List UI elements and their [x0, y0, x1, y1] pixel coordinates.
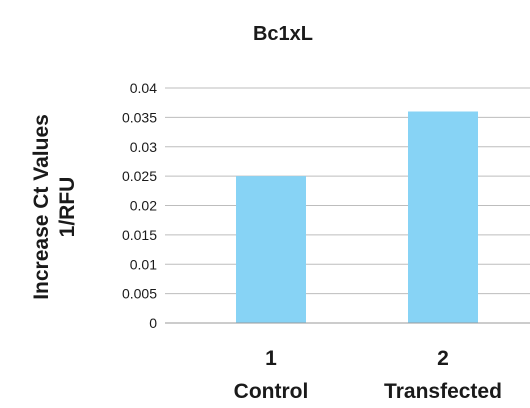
y-tick-label: 0.01 — [130, 256, 157, 272]
x-category-number: 2 — [437, 347, 449, 370]
y-tick-label: 0.03 — [130, 139, 157, 155]
y-tick-label: 0.015 — [122, 227, 157, 243]
gridlines — [165, 87, 530, 295]
x-category-name: Transfected — [384, 380, 502, 403]
y-tick-labels: 0 0.005 0.01 0.015 0.02 0.025 0.03 0.035 0.04 — [122, 80, 157, 331]
bar-2 — [408, 111, 478, 323]
y-tick-label: 0 — [149, 315, 157, 331]
bar-1 — [236, 176, 306, 323]
x-category-number: 1 — [265, 347, 277, 370]
y-tick-label: 0.04 — [130, 80, 157, 96]
y-tick-label: 0.02 — [130, 198, 157, 214]
chart-title: Bc1xL — [253, 23, 313, 45]
bars — [236, 111, 478, 323]
x-category-name: Control — [234, 380, 309, 403]
y-tick-label: 0.025 — [122, 168, 157, 184]
y-tick-label: 0.035 — [122, 109, 157, 125]
y-axis-label-line-1: Increase Ct Values — [30, 114, 53, 300]
x-category-labels: 1 Control 2 Transfected — [234, 347, 502, 403]
y-axis-label-line-2: 1/RFU — [56, 177, 79, 238]
y-tick-label: 0.005 — [122, 286, 157, 302]
y-axis-label: Increase Ct Values 1/RFU — [30, 114, 79, 300]
